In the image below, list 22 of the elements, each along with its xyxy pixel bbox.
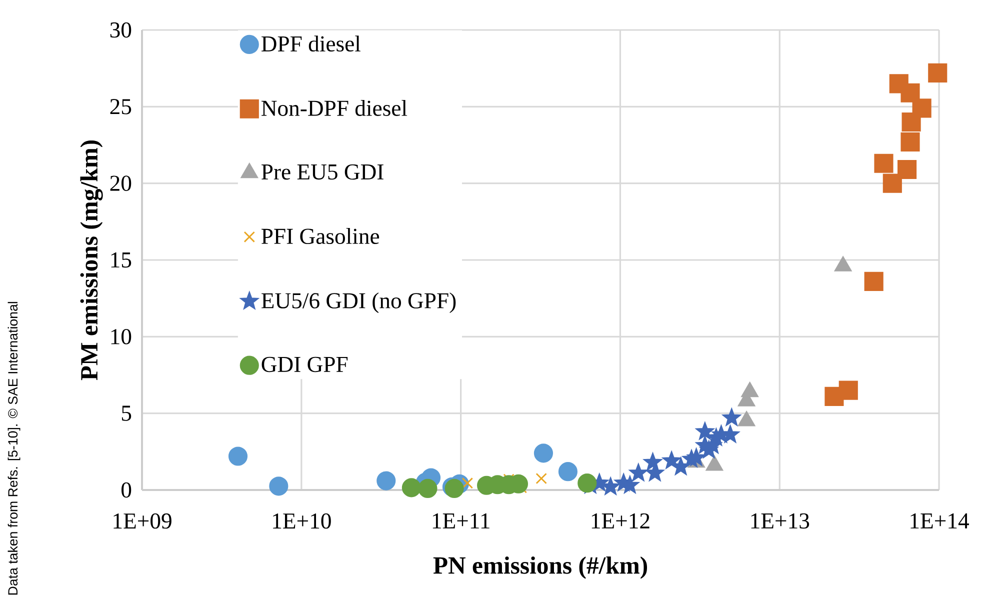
legend-label: GDI GPF <box>262 356 348 372</box>
x-tick-label: 1E+14 <box>910 513 969 528</box>
text: Data taken from Refs. [5-10]. © SAE International <box>8 302 20 595</box>
y-axis-title: PM emissions (mg/km) <box>80 140 103 380</box>
legend-label: PFI Gasoline <box>262 228 380 244</box>
y-tick-label: 25 <box>110 99 132 114</box>
y-tick-label: 0 <box>122 482 132 498</box>
legend-label: Non-DPF diesel <box>262 100 408 116</box>
x-tick-label: 1E+11 <box>432 513 490 528</box>
x-tick-label: 1E+10 <box>273 513 331 529</box>
x-axis-title: PN emissions (#/km) <box>433 556 648 579</box>
x-tick-label: 1E+13 <box>751 513 810 529</box>
y-tick-label: 30 <box>110 22 132 38</box>
y-tick-label: 20 <box>110 176 132 191</box>
y-tick-label: 10 <box>111 329 132 344</box>
y-tick-label: 15 <box>111 252 132 268</box>
y-tick-label: 5 <box>122 406 132 421</box>
legend-label: DPF diesel <box>262 36 360 52</box>
legend-label: EU5/6 GDI (no GPF) <box>262 292 456 314</box>
x-tick-label: 1E+09 <box>114 513 172 529</box>
legend-label: Pre EU5 GDI <box>262 164 384 180</box>
x-tick-label: 1E+12 <box>592 513 650 528</box>
